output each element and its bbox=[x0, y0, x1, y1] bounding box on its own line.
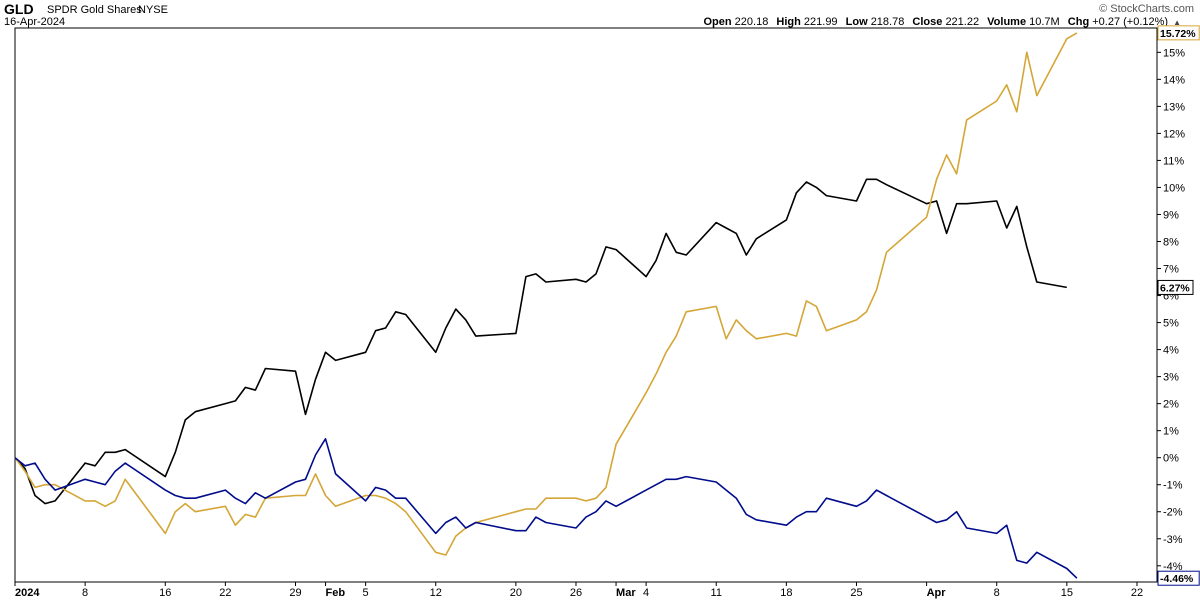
y-tick-label: -4% bbox=[1163, 561, 1183, 573]
open-value: 220.18 bbox=[734, 16, 769, 28]
end-value-label: 6.27% bbox=[1160, 282, 1190, 294]
y-tick-label: 12% bbox=[1163, 128, 1185, 140]
chart-exchange: NYSE bbox=[138, 4, 168, 16]
open-label: Open bbox=[703, 16, 732, 28]
x-tick-label: 26 bbox=[570, 587, 582, 599]
triangle-up-icon: ▲ bbox=[1173, 18, 1181, 27]
y-tick-label: -2% bbox=[1163, 507, 1183, 519]
y-tick-label: 11% bbox=[1163, 155, 1184, 167]
series-line-0 bbox=[14, 178, 1067, 505]
y-tick-label: 13% bbox=[1163, 101, 1185, 113]
plot-border bbox=[14, 27, 1158, 583]
y-tick-label: 15% bbox=[1163, 47, 1185, 59]
x-tick-label: Apr bbox=[927, 587, 947, 599]
x-tick-label: 18 bbox=[780, 587, 792, 599]
end-value-label: -4.46% bbox=[1160, 573, 1194, 585]
series-end-labels: 6.27% 15.72% -4.46% bbox=[1157, 25, 1200, 586]
volume-label: Volume bbox=[987, 16, 1027, 28]
y-tick-label: 7% bbox=[1163, 264, 1179, 276]
low-label: Low bbox=[845, 16, 868, 28]
x-axis: 2024 8 16 22 29 Feb 5 12 20 26 Mar 4 11 18 25 Apr 8 15 22 bbox=[14, 582, 1143, 599]
y-tick-label: 1% bbox=[1163, 426, 1179, 438]
series-line-1 bbox=[14, 32, 1078, 556]
y-tick-label: -1% bbox=[1163, 480, 1183, 492]
high-value: 221.99 bbox=[803, 16, 838, 28]
plot-frame bbox=[14, 27, 1158, 583]
x-tick-label: Feb bbox=[326, 587, 346, 599]
x-tick-label: 8 bbox=[994, 587, 1000, 599]
chg-label: Chg bbox=[1067, 16, 1090, 28]
y-tick-label: -3% bbox=[1163, 534, 1183, 546]
x-tick-label: 11 bbox=[711, 587, 722, 599]
x-tick-label: 29 bbox=[289, 587, 301, 599]
series-lines bbox=[14, 32, 1078, 579]
x-tick-label: 25 bbox=[850, 587, 862, 599]
y-axis: -4%-3%-2%-1%0%1%2%3%4%5%6%7%8%9%10%11%12… bbox=[1157, 47, 1185, 573]
y-tick-label: 8% bbox=[1163, 236, 1179, 248]
x-tick-label: 20 bbox=[510, 587, 522, 599]
low-value: 218.78 bbox=[870, 16, 905, 28]
y-tick-label: 5% bbox=[1163, 318, 1179, 330]
end-label-box bbox=[1157, 25, 1200, 41]
x-tick-label: Mar bbox=[616, 587, 636, 599]
y-tick-label: 0% bbox=[1163, 453, 1179, 465]
chart-date: 16-Apr-2024 bbox=[4, 16, 66, 28]
y-tick-label: 4% bbox=[1163, 345, 1179, 357]
y-tick-label: 10% bbox=[1163, 182, 1185, 194]
x-tick-label: 2024 bbox=[15, 587, 40, 599]
end-label-box bbox=[1157, 279, 1194, 295]
y-tick-label: 14% bbox=[1163, 74, 1185, 86]
end-label-box bbox=[1157, 570, 1200, 586]
series-line-2 bbox=[14, 437, 1078, 579]
x-tick-label: 22 bbox=[1131, 587, 1143, 599]
brand-logo: © StockCharts.com bbox=[1099, 3, 1194, 15]
y-tick-label: 9% bbox=[1163, 209, 1179, 221]
chg-value: +0.27 (+0.12%) bbox=[1092, 16, 1169, 28]
close-value: 221.22 bbox=[945, 16, 980, 28]
x-tick-label: 5 bbox=[363, 587, 369, 599]
high-label: High bbox=[776, 16, 801, 28]
x-tick-label: 22 bbox=[219, 587, 231, 599]
y-tick-label: 3% bbox=[1163, 372, 1179, 384]
volume-value: 10.7M bbox=[1029, 16, 1060, 28]
end-value-label: 15.72% bbox=[1160, 28, 1196, 40]
chart-symbol: GLD bbox=[4, 1, 34, 17]
x-tick-label: 8 bbox=[82, 587, 88, 599]
ohlc-readout: Open 220.18 High 221.99 Low 218.78 Close… bbox=[703, 16, 1186, 28]
x-tick-label: 15 bbox=[1061, 587, 1073, 599]
x-tick-label: 12 bbox=[430, 587, 442, 599]
x-tick-label: 4 bbox=[643, 587, 649, 599]
chart-security-name: SPDR Gold Shares bbox=[47, 4, 142, 16]
y-tick-label: 2% bbox=[1163, 399, 1179, 411]
close-label: Close bbox=[912, 16, 943, 28]
x-tick-label: 16 bbox=[159, 587, 171, 599]
